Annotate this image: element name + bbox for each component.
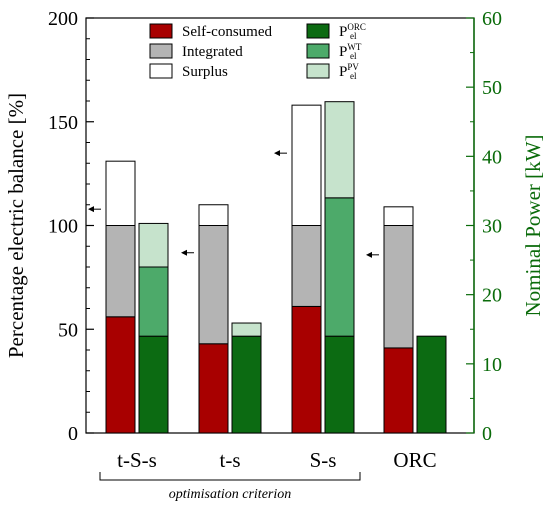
left-tick-label: 150 bbox=[48, 112, 78, 134]
legend-label: Integrated bbox=[182, 44, 243, 60]
right-tick-label: 10 bbox=[482, 354, 502, 376]
legend-label-sub: el bbox=[350, 71, 357, 81]
bar-self-consumed bbox=[198, 343, 229, 434]
legend-swatch bbox=[306, 63, 330, 79]
right-tick-label: 0 bbox=[482, 423, 492, 445]
legend-label-main: P bbox=[339, 44, 347, 60]
left-tick-label: 50 bbox=[58, 319, 78, 341]
right-tick-label: 30 bbox=[482, 216, 502, 238]
legend-label-sup: WT bbox=[347, 42, 361, 52]
bar-surplus bbox=[291, 104, 322, 226]
legend-label: PWT bbox=[339, 42, 362, 60]
bar-integrated bbox=[291, 225, 322, 307]
category-label: S-s bbox=[310, 448, 337, 472]
legend-label-main: P bbox=[339, 24, 347, 40]
bar-p-el-pv bbox=[324, 101, 355, 199]
bar-surplus bbox=[383, 206, 414, 226]
category-label: t-s bbox=[220, 448, 241, 472]
bar-surplus bbox=[198, 204, 229, 226]
criterion-annotation: optimisation criterion bbox=[169, 487, 292, 502]
left-axis-arrowhead bbox=[274, 150, 280, 157]
legend-swatch bbox=[149, 63, 173, 79]
bar-surplus bbox=[105, 160, 136, 226]
left-axis-arrowhead bbox=[181, 249, 187, 256]
bar-p-el-orc bbox=[324, 335, 355, 434]
legend-label: PPV bbox=[339, 62, 359, 80]
bar-p-el-pv bbox=[138, 222, 169, 268]
left-axis-arrowhead bbox=[366, 251, 372, 258]
bar-self-consumed bbox=[291, 305, 322, 434]
legend-label-main: P bbox=[339, 64, 347, 80]
legend-swatch bbox=[149, 43, 173, 59]
legend-label: PORC bbox=[339, 22, 366, 40]
legend-label-sup: ORC bbox=[347, 22, 366, 32]
bar-p-el-pv bbox=[231, 322, 262, 337]
bar-integrated bbox=[383, 225, 414, 349]
bar-p-el-wt bbox=[324, 197, 355, 337]
bar-p-el-wt bbox=[138, 266, 169, 337]
legend-label: Self-consumed bbox=[182, 24, 272, 40]
left-axis-arrowhead bbox=[88, 206, 94, 213]
legend-label: Surplus bbox=[182, 64, 228, 80]
category-label: t-S-s bbox=[117, 448, 157, 472]
legend-label-sup: PV bbox=[347, 62, 359, 72]
right-tick-label: 50 bbox=[482, 77, 502, 99]
category-label: ORC bbox=[393, 448, 436, 472]
legend-swatch bbox=[306, 43, 330, 59]
left-tick-label: 0 bbox=[68, 423, 78, 445]
right-tick-label: 20 bbox=[482, 285, 502, 307]
left-tick-label: 200 bbox=[48, 8, 78, 30]
bar-self-consumed bbox=[383, 347, 414, 434]
bar-integrated bbox=[105, 225, 136, 318]
bar-p-el-orc bbox=[231, 335, 262, 434]
right-tick-label: 40 bbox=[482, 146, 502, 168]
left-axis-title: Percentage electric balance [%] bbox=[4, 93, 28, 358]
bar-self-consumed bbox=[105, 316, 136, 434]
criterion-bracket bbox=[99, 472, 361, 481]
left-tick-label: 100 bbox=[48, 216, 78, 238]
legend-swatch bbox=[149, 23, 173, 39]
legend-label-sub: el bbox=[350, 31, 357, 41]
bar-p-el-orc bbox=[138, 335, 169, 434]
right-axis-title: Nominal Power [kW] bbox=[521, 135, 545, 317]
bar-p-el-orc bbox=[416, 335, 447, 434]
legend-swatch bbox=[306, 23, 330, 39]
right-tick-label: 60 bbox=[482, 8, 502, 30]
bar-integrated bbox=[198, 225, 229, 345]
legend-label-sub: el bbox=[350, 51, 357, 61]
